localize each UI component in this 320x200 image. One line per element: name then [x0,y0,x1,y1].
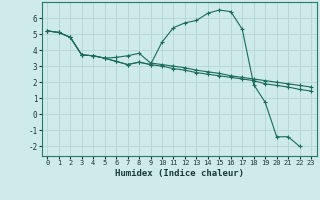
X-axis label: Humidex (Indice chaleur): Humidex (Indice chaleur) [115,169,244,178]
